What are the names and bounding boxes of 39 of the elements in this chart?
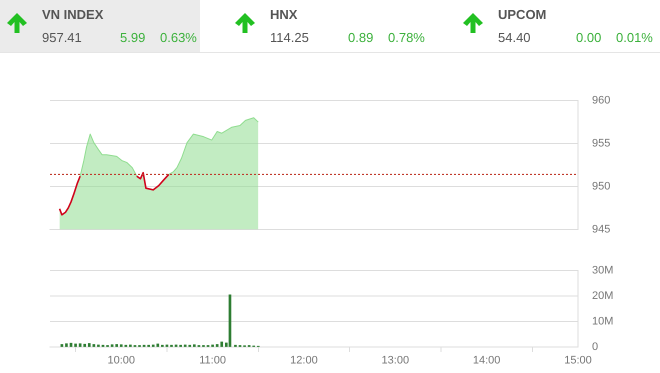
bar (88, 343, 91, 347)
y-tick-label: 950 (592, 180, 610, 192)
text: 54.40 (498, 30, 531, 45)
text: 5.99 (120, 30, 146, 45)
text: 957.41 (42, 30, 82, 45)
text: HNX (270, 7, 298, 22)
x-tick-label: 14:00 (472, 354, 500, 367)
bar (193, 344, 196, 347)
text: 0.63% (160, 30, 197, 45)
text: 0.01% (616, 30, 653, 45)
y-tick-label: 955 (592, 138, 610, 150)
y-tick-label: 0 (592, 341, 598, 354)
bar (110, 344, 114, 347)
y-tick-label: 960 (592, 94, 610, 107)
x-tick-label: 10:00 (107, 354, 136, 367)
bar (216, 344, 218, 347)
text: 114.25 (270, 30, 309, 45)
bar (92, 344, 96, 347)
text: 0.89 (348, 30, 374, 45)
y-tick-label: 20M (592, 290, 614, 302)
y-tick-label: 30M (592, 264, 614, 277)
x-tick-label: 15:00 (564, 354, 592, 367)
x-tick-label: 11:00 (199, 354, 226, 367)
bar (228, 294, 232, 347)
y-tick-label: 945 (592, 223, 610, 236)
bar (120, 344, 123, 347)
bar (78, 343, 82, 347)
text: 0.78% (388, 30, 425, 45)
bar (115, 344, 118, 347)
bar (83, 344, 86, 347)
bar (156, 344, 160, 347)
x-tick-label: 12:00 (290, 354, 318, 367)
text: VN INDEX (42, 7, 104, 22)
text: UPCOM (498, 7, 546, 22)
bar (60, 344, 64, 347)
bar (220, 342, 224, 347)
x-tick-label: 13:00 (382, 354, 410, 367)
text: 0.00 (576, 30, 602, 45)
y-tick-label: 10M (592, 316, 614, 328)
